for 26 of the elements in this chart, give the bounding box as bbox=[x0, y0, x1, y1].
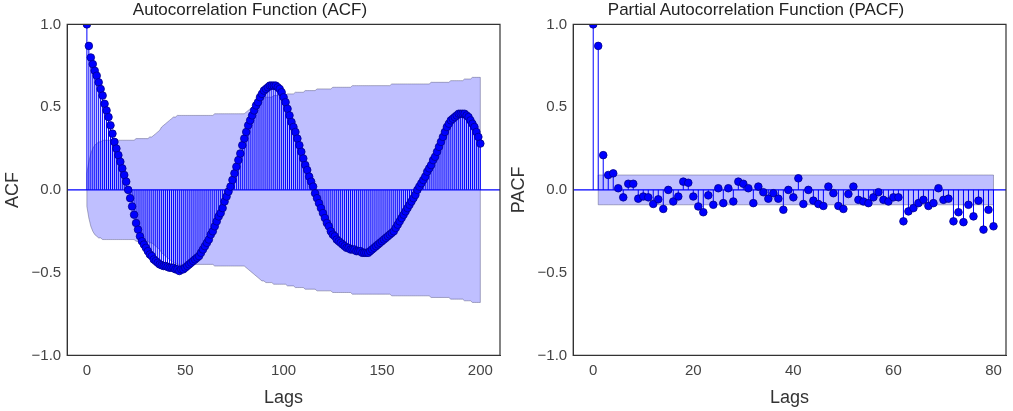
y-axis-title: ACF bbox=[1, 171, 22, 208]
x-axis-title: Lags bbox=[770, 387, 810, 408]
y-tick-label: 0.5 bbox=[40, 97, 62, 115]
x-tick-label: 80 bbox=[985, 360, 1002, 378]
chart-title: Partial Autocorrelation Function (PACF) bbox=[607, 0, 905, 19]
x-tick-label: 100 bbox=[271, 360, 297, 378]
x-tick-label: 200 bbox=[467, 360, 493, 378]
x-tick-label: 0 bbox=[82, 360, 92, 378]
y-tick-label: −1.0 bbox=[31, 345, 62, 363]
x-tick-label: 0 bbox=[589, 360, 598, 378]
x-axis-title: Lags bbox=[264, 387, 304, 408]
y-tick-label: −0.5 bbox=[31, 262, 62, 280]
y-axis-title: PACF bbox=[507, 166, 528, 214]
y-tick-label: 0.5 bbox=[546, 97, 568, 115]
chart-title: Autocorrelation Function (ACF) bbox=[132, 0, 368, 19]
x-tick-label: 50 bbox=[176, 360, 194, 378]
x-tick-label: 40 bbox=[785, 360, 802, 378]
x-tick-label: 150 bbox=[369, 360, 395, 378]
y-tick-label: 0.0 bbox=[40, 180, 62, 198]
x-tick-label: 60 bbox=[885, 360, 902, 378]
y-tick-label: 0.0 bbox=[546, 180, 568, 198]
y-tick-label: −1.0 bbox=[537, 345, 568, 363]
y-tick-label: −0.5 bbox=[537, 262, 568, 280]
y-tick-label: 1.0 bbox=[40, 14, 62, 32]
x-tick-label: 20 bbox=[684, 360, 702, 378]
y-tick-label: 1.0 bbox=[546, 14, 568, 32]
